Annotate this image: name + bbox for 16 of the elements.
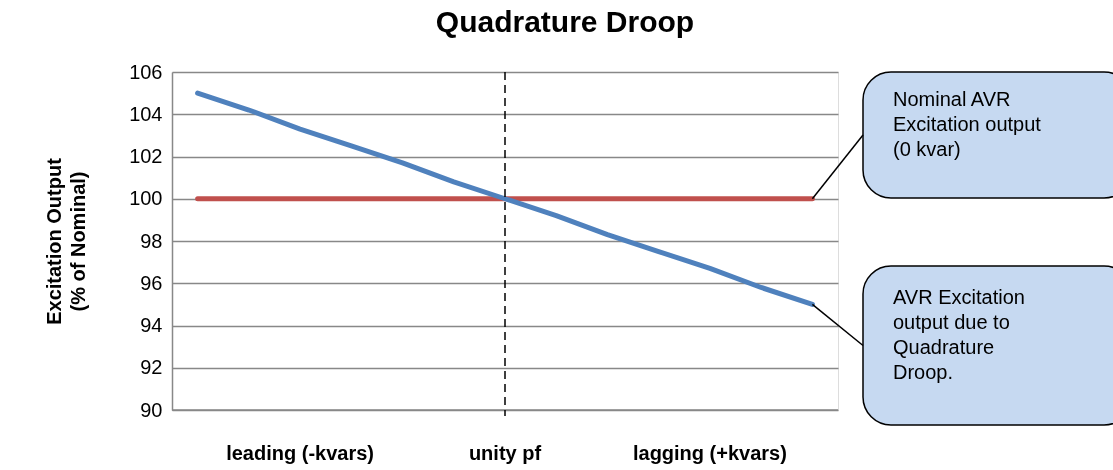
- y-tick-label: 94: [140, 314, 163, 336]
- text: AVR Excitation output due to Quadrature Droop.: [893, 286, 1025, 383]
- chart-title: Quadrature Droop: [435, 5, 695, 38]
- y-tick-label: 90: [140, 398, 163, 421]
- y-tick-label: 100: [129, 187, 163, 210]
- y-tick-label: 104: [129, 102, 163, 125]
- y-tick-label: 102: [129, 145, 163, 167]
- y-tick-label: 98: [140, 229, 163, 252]
- y-tick-label: 92: [140, 356, 163, 379]
- x-tick-label: lagging (+kvars): [632, 441, 787, 464]
- text: Nominal AVR Excitation output (0 kvar): [893, 88, 1042, 160]
- y-axis-title: Excitation Output (% of Nominal): [43, 157, 90, 325]
- y-tick-label: 106: [129, 60, 163, 83]
- y-tick-label: 96: [140, 271, 163, 294]
- x-tick-label: unity pf: [468, 441, 542, 464]
- x-tick-label: leading (-kvars): [226, 441, 374, 464]
